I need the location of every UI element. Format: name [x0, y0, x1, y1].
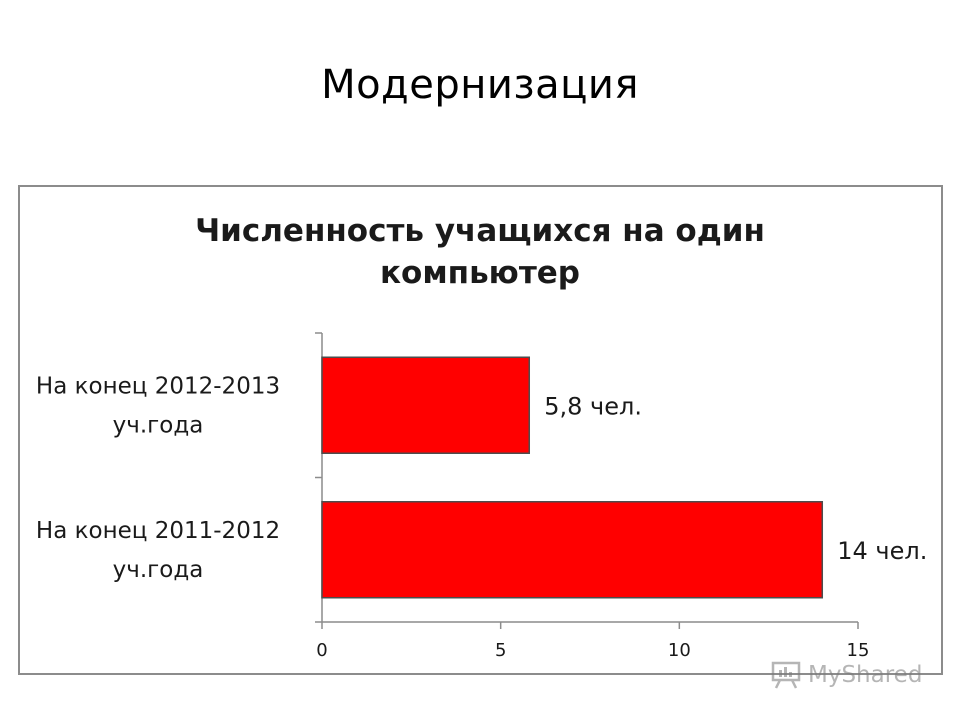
data-label: 14 чел. — [837, 537, 927, 565]
bar — [321, 501, 824, 599]
chart-title: Численность учащихся на один компьютер — [0, 210, 960, 294]
bar — [321, 356, 531, 454]
category-label-line: На конец 2012-2013 — [36, 373, 280, 399]
category-label: На конец 2011-2012 уч.года — [36, 518, 280, 583]
watermark-text: MyShared — [808, 662, 923, 688]
x-tick-label: 5 — [495, 640, 506, 661]
x-tick-label: 15 — [847, 640, 870, 661]
category-label-line: уч.года — [113, 557, 204, 583]
x-tick-label: 0 — [316, 640, 327, 661]
slide-title: Модернизация — [321, 62, 639, 108]
chart-title-line-1: Численность учащихся на один — [195, 213, 765, 249]
data-label: 5,8 чел. — [544, 392, 642, 420]
category-label: На конец 2012-2013 уч.года — [36, 373, 280, 438]
category-label-line: На конец 2011-2012 — [36, 518, 280, 544]
x-tick-label: 10 — [668, 640, 691, 661]
category-label-line: уч.года — [113, 412, 204, 438]
presentation-board-icon — [771, 661, 801, 689]
watermark: MyShared — [770, 658, 922, 692]
chart-title-line-2: компьютер — [379, 255, 581, 291]
